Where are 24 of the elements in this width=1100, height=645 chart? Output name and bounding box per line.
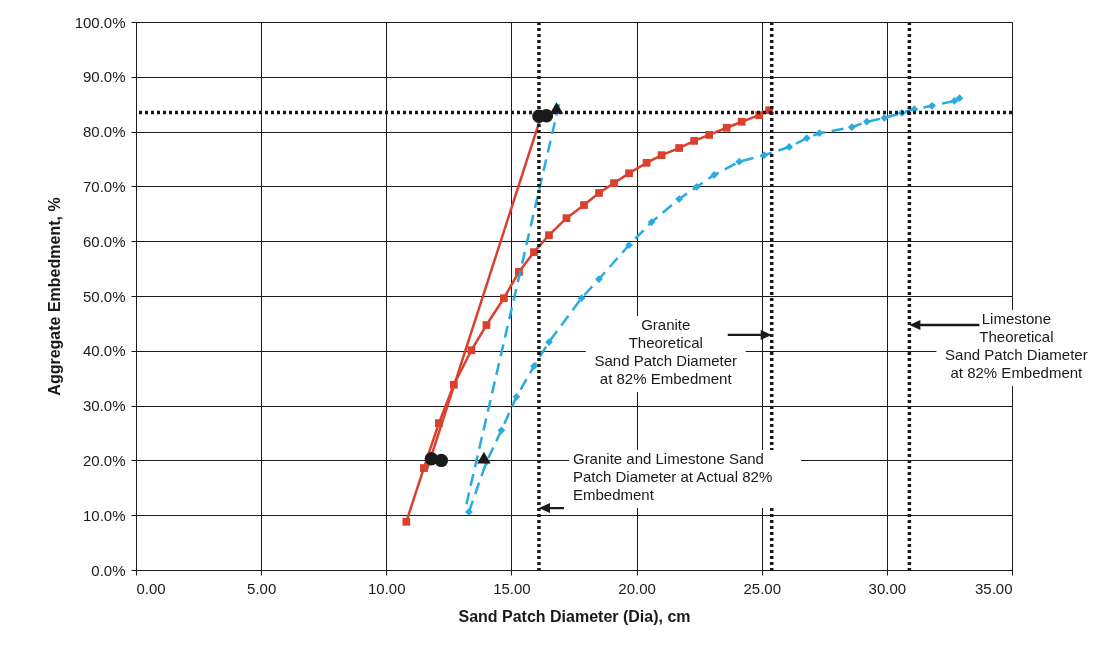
x-tick-label: 20.00 — [618, 579, 656, 597]
y-tick-label: 20.0% — [82, 451, 126, 469]
y-tick-label: 60.0% — [82, 232, 126, 250]
y-axis-title: Aggregate Embedment, % — [45, 197, 63, 396]
y-tick-label: 50.0% — [82, 287, 126, 305]
x-tick-label: 5.00 — [247, 579, 277, 597]
x-tick-label: 10.00 — [368, 579, 406, 597]
y-tick-label: 90.0% — [82, 68, 126, 86]
annotation: Granite and Limestone Sand Patch Diameter at Actual 82% Embedment — [572, 450, 773, 504]
y-tick-label: 80.0% — [82, 123, 126, 141]
annotation: Limestone Theoretical Sand Patch Diameter at 82% Embedment — [945, 310, 1088, 382]
y-tick-label: 0.0% — [91, 561, 126, 579]
x-tick-label: 35.00 — [974, 579, 1013, 597]
x-tick-label: 0.00 — [136, 579, 166, 597]
y-tick-label: 100.0% — [74, 13, 126, 31]
x-tick-label: 15.00 — [493, 579, 531, 597]
y-tick-label: 10.0% — [82, 506, 126, 524]
y-tick-label: 40.0% — [82, 342, 126, 360]
y-tick-label: 30.0% — [82, 397, 126, 415]
x-tick-label: 25.00 — [743, 579, 781, 597]
annotation: Granite Theoretical Sand Patch Diameter at 82% Embedment — [594, 315, 738, 387]
x-tick-label: 30.00 — [868, 579, 907, 597]
y-tick-label: 70.0% — [82, 177, 126, 195]
x-axis-title: Sand Patch Diameter (Dia), cm — [458, 607, 691, 625]
